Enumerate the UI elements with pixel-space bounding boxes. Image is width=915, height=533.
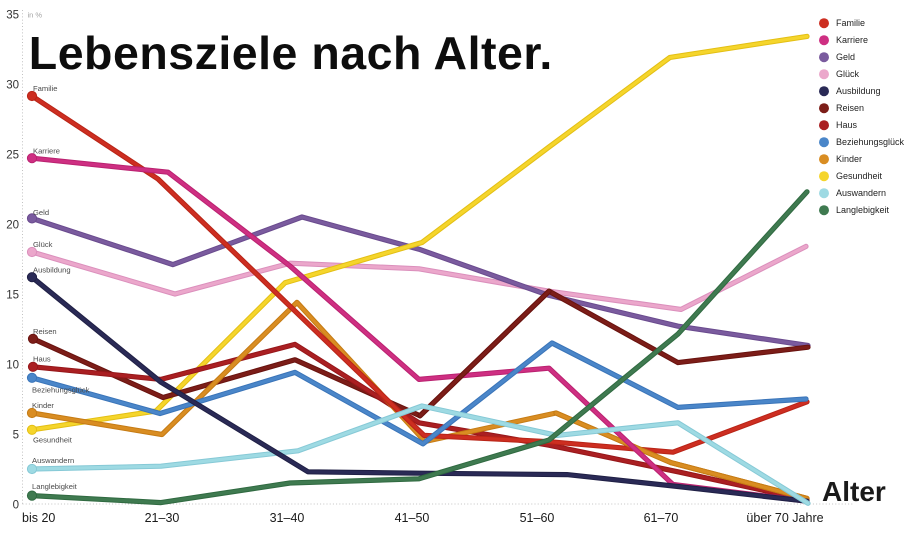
svg-text:über 70 Jahre: über 70 Jahre — [746, 511, 823, 525]
svg-text:Ausbildung: Ausbildung — [836, 86, 881, 96]
svg-text:Reisen: Reisen — [836, 103, 864, 113]
svg-text:Langlebigkeit: Langlebigkeit — [836, 205, 890, 215]
svg-text:31–40: 31–40 — [270, 511, 305, 525]
svg-text:Auswandern: Auswandern — [836, 188, 886, 198]
svg-text:Haus: Haus — [33, 355, 51, 364]
svg-text:Kinder: Kinder — [32, 401, 54, 410]
svg-text:5: 5 — [13, 430, 19, 442]
svg-text:Familie: Familie — [836, 18, 865, 28]
svg-text:30: 30 — [6, 80, 19, 92]
svg-text:Alter: Alter — [822, 476, 886, 507]
svg-text:in %: in % — [28, 11, 43, 20]
svg-text:Familie: Familie — [33, 84, 57, 93]
svg-text:Karriere: Karriere — [836, 35, 868, 45]
svg-text:Kinder: Kinder — [836, 154, 862, 164]
svg-text:35: 35 — [6, 10, 19, 22]
svg-text:21–30: 21–30 — [145, 511, 180, 525]
svg-text:20: 20 — [6, 220, 19, 232]
svg-text:Gesundheit: Gesundheit — [836, 171, 883, 181]
svg-text:Geld: Geld — [836, 52, 855, 62]
svg-text:Reisen: Reisen — [33, 327, 57, 336]
svg-text:Beziehungsglück: Beziehungsglück — [836, 137, 905, 147]
svg-text:51–60: 51–60 — [520, 511, 555, 525]
svg-text:25: 25 — [6, 150, 19, 162]
svg-text:Gesundheit: Gesundheit — [33, 436, 73, 445]
svg-text:Karriere: Karriere — [33, 147, 60, 156]
svg-text:15: 15 — [6, 290, 19, 302]
svg-text:Auswandern: Auswandern — [32, 456, 74, 465]
svg-text:bis 20: bis 20 — [22, 511, 55, 525]
svg-text:Beziehungsglück: Beziehungsglück — [32, 385, 90, 394]
svg-text:Lebensziele nach Alter.: Lebensziele nach Alter. — [29, 27, 553, 79]
svg-text:61–70: 61–70 — [644, 511, 679, 525]
svg-text:Glück: Glück — [836, 69, 860, 79]
svg-text:Glück: Glück — [33, 240, 53, 249]
svg-text:10: 10 — [6, 360, 19, 372]
svg-text:Langlebigkeit: Langlebigkeit — [32, 482, 78, 491]
svg-text:Ausbildung: Ausbildung — [33, 266, 71, 275]
svg-text:41–50: 41–50 — [395, 511, 430, 525]
svg-text:Haus: Haus — [836, 120, 858, 130]
svg-text:0: 0 — [13, 500, 19, 512]
svg-text:Geld: Geld — [33, 208, 49, 217]
